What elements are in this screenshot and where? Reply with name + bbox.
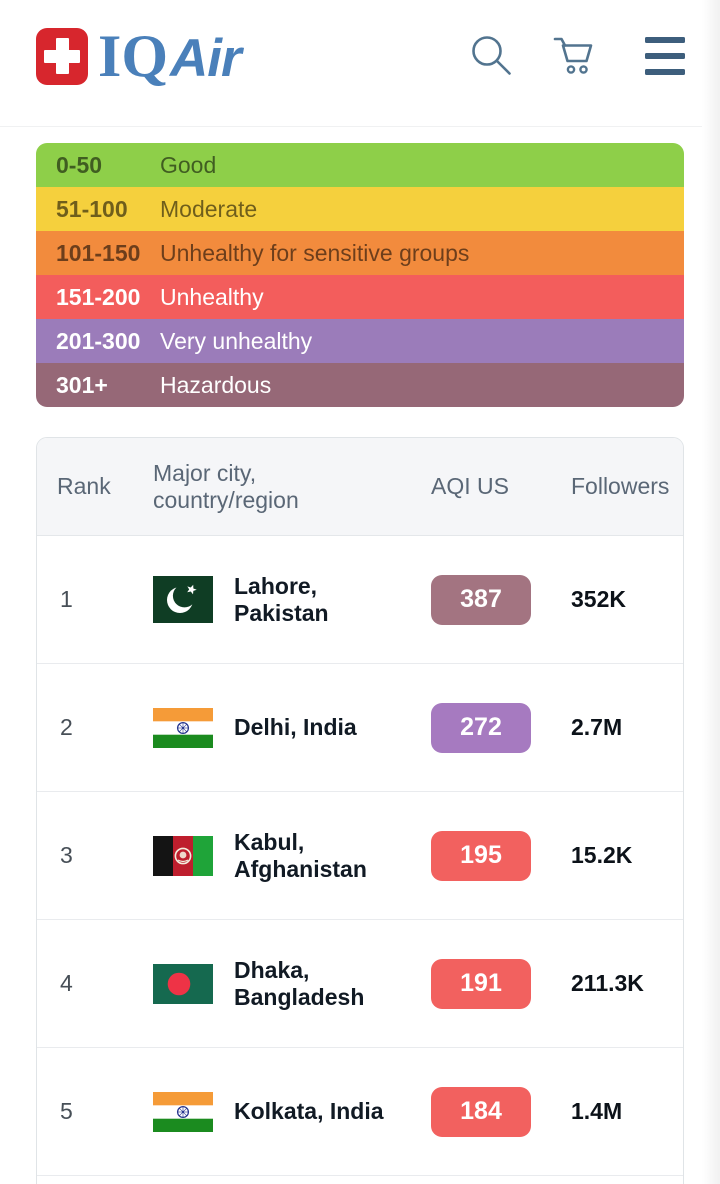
- header: IQ Air: [0, 0, 720, 127]
- aqi-badge: 272: [431, 702, 531, 753]
- rank-value: 1: [60, 586, 73, 612]
- table-row-kolkata[interactable]: 5 Kolkata, India 184: [37, 1048, 683, 1176]
- rank-value: 2: [60, 714, 73, 740]
- legend-label: Unhealthy: [160, 283, 264, 310]
- hamburger-menu-icon: [645, 37, 685, 43]
- column-header-aqi: AQI US: [431, 473, 509, 499]
- column-header-city: Major city, country/region: [153, 459, 299, 513]
- followers-value: 2.7M: [571, 714, 623, 740]
- legend-range: 201-300: [56, 327, 141, 354]
- bangladesh-flag-icon: [153, 963, 213, 1004]
- followers-value: 15.2K: [571, 842, 633, 868]
- followers-value: 211.3K: [571, 970, 644, 996]
- table-row-dhaka[interactable]: 4 Dhaka, Bangladesh 191 211.3K: [37, 920, 683, 1048]
- legend-row-very-unhealthy: 201-300 Very unhealthy: [36, 319, 684, 363]
- table-header-row: Rank Major city, country/region AQI US F…: [37, 438, 683, 536]
- swiss-flag-icon: [36, 27, 88, 85]
- table-row-lahore[interactable]: 1 Lahore, Pakistan 387 352K: [37, 536, 683, 664]
- next-row-partial: [37, 1176, 683, 1184]
- city-label: Lahore, Pakistan: [234, 572, 329, 626]
- city-label: Dhaka, Bangladesh: [234, 956, 365, 1010]
- legend-row-usg: 101-150 Unhealthy for sensitive groups: [36, 231, 684, 275]
- rank-value: 3: [60, 842, 73, 868]
- legend-range: 301+: [56, 371, 108, 398]
- search-icon: [467, 32, 515, 80]
- hamburger-menu-button[interactable]: [645, 37, 685, 75]
- search-button[interactable]: [467, 32, 515, 80]
- aqi-badge: 191: [431, 958, 531, 1009]
- legend-label: Hazardous: [160, 371, 272, 398]
- column-header-rank: Rank: [57, 473, 111, 499]
- rank-value: 5: [60, 1098, 73, 1124]
- table-row-kabul[interactable]: 3 Kabul, Afghanistan 195 15.2K: [37, 792, 683, 920]
- legend-range: 151-200: [56, 283, 141, 310]
- india-flag-icon: [153, 707, 213, 748]
- followers-value: 1.4M: [571, 1098, 623, 1124]
- legend-label: Good: [160, 151, 217, 178]
- header-actions: [467, 32, 685, 80]
- legend-range: 51-100: [56, 195, 128, 222]
- rank-value: 4: [60, 970, 73, 996]
- logo-wordmark: IQ Air: [98, 23, 242, 89]
- afghanistan-flag-icon: [153, 835, 213, 876]
- logo-text-air: Air: [170, 29, 242, 88]
- pakistan-flag-icon: [153, 576, 213, 623]
- legend-row-unhealthy: 151-200 Unhealthy: [36, 275, 684, 319]
- cart-button[interactable]: [548, 32, 598, 80]
- legend-label: Unhealthy for sensitive groups: [160, 239, 470, 266]
- city-label: Kabul, Afghanistan: [234, 828, 367, 882]
- legend-label: Very unhealthy: [160, 327, 313, 354]
- table-row-delhi[interactable]: 2 Delhi, India 272: [37, 664, 683, 792]
- aqi-badge: 195: [431, 830, 531, 881]
- aqi-legend: 0-50 Good 51-100 Moderate 101-150 Unheal…: [36, 143, 684, 407]
- cart-icon: [548, 32, 598, 80]
- followers-value: 352K: [571, 586, 626, 612]
- legend-range: 101-150: [56, 239, 141, 266]
- legend-range: 0-50: [56, 151, 103, 178]
- legend-row-good: 0-50 Good: [36, 143, 684, 187]
- legend-row-moderate: 51-100 Moderate: [36, 187, 684, 231]
- city-label: Delhi, India: [234, 714, 357, 740]
- aqi-badge: 184: [431, 1086, 531, 1137]
- scrollbar-track[interactable]: [702, 0, 720, 1184]
- iqair-logo[interactable]: IQ Air: [36, 23, 242, 89]
- india-flag-icon: [153, 1091, 213, 1132]
- column-header-followers: Followers: [571, 473, 670, 499]
- logo-text-iq: IQ: [98, 23, 169, 89]
- legend-row-hazardous: 301+ Hazardous: [36, 363, 684, 407]
- city-ranking-table: Rank Major city, country/region AQI US F…: [36, 437, 684, 1184]
- aqi-badge: 387: [431, 574, 531, 625]
- legend-label: Moderate: [160, 195, 258, 222]
- city-label: Kolkata, India: [234, 1098, 384, 1124]
